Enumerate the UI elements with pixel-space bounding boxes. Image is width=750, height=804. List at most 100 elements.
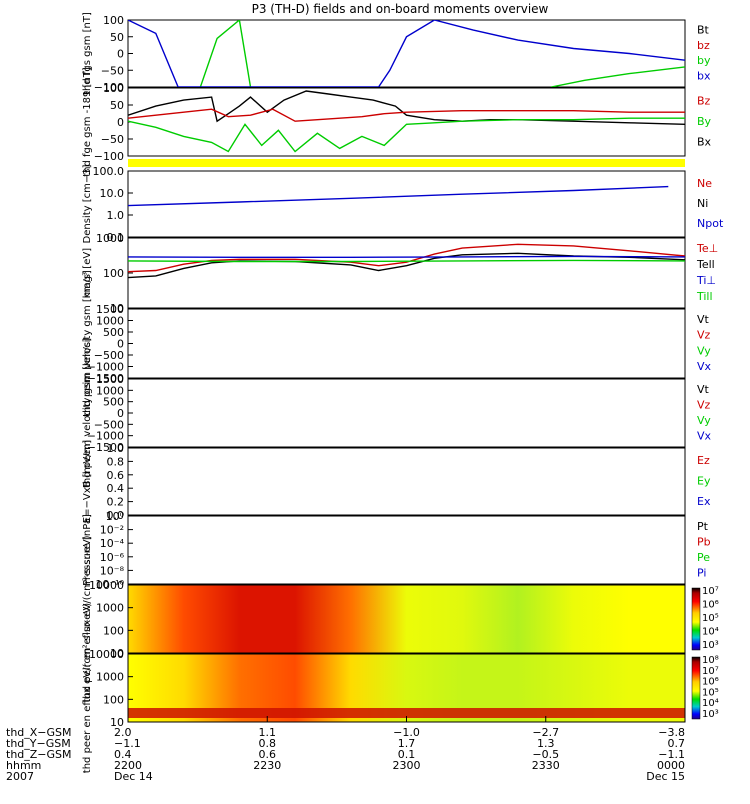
series-line-by [199, 20, 252, 87]
y-tick-label: −1500 [87, 441, 124, 454]
y-axis-label: thd fge gsm -189 [nT] [82, 67, 93, 177]
colorbar-tick-label: 10³ [702, 709, 719, 720]
y-axis-label: E=−VxB [mV/m] [82, 440, 93, 523]
y-tick-label: 50 [110, 99, 124, 112]
y-tick-label: 500 [103, 396, 124, 409]
y-tick-label: 0.1 [107, 231, 125, 244]
y-tick-label: 1.0 [107, 209, 125, 222]
legend-entry: Vt [697, 313, 710, 326]
y-tick-label: 1500 [96, 373, 124, 386]
legend-entry: Pb [697, 535, 711, 548]
legend-entry: Vy [697, 344, 711, 357]
y-tick-label: 0 [117, 407, 124, 420]
y-tick-label: 10 [110, 647, 124, 660]
panel-frame [127, 308, 686, 379]
x-row-value: Dec 14 [114, 770, 153, 783]
y-tick-label: 100 [103, 693, 124, 706]
legend-entry: Vy [697, 414, 711, 427]
colorbar-tick-label: 10⁸ [702, 655, 719, 666]
y-tick-label: 0.8 [107, 455, 125, 468]
y-tick-label: 10⁻¹⁰ [95, 578, 124, 591]
legend-entry: Vx [697, 360, 712, 373]
y-tick-label: 1.0 [107, 442, 125, 455]
legend-entry: Ez [697, 454, 710, 467]
y-tick-label: −1000 [87, 361, 124, 374]
x-row-value: −1.1 [114, 737, 141, 750]
legend-entry: Ex [697, 495, 711, 508]
y-tick-label: 1000 [96, 315, 124, 328]
y-tick-label: 100 [103, 624, 124, 637]
legend-entry: Vz [697, 329, 711, 342]
legend-entry: Till [696, 290, 713, 303]
colorbar [691, 587, 701, 651]
y-tick-label: 10000 [89, 579, 124, 592]
y-axis-label: Pressure [nPa] [82, 514, 93, 586]
panel-frame [127, 447, 686, 516]
y-tick-label: 10000 [89, 648, 124, 661]
plot-title: P3 (TH-D) fields and on-board moments ov… [252, 2, 549, 16]
colorbar-tick-label: 10⁶ [702, 677, 719, 688]
x-row-value: 2300 [393, 759, 421, 772]
x-row-label: hhmm [6, 759, 41, 772]
y-axis-label: thd peim velocity gsm [km/s] [82, 270, 93, 417]
x-row-value: −1.1 [658, 748, 685, 761]
panel-frame [127, 515, 686, 585]
y-tick-label: 500 [103, 326, 124, 339]
panel-3: 100.0 10.0 1.0 0.1 Density [cm−3] Ne Ni Npot [82, 164, 724, 244]
series-line-Tell [128, 252, 685, 279]
y-tick-label: −1500 [87, 372, 124, 385]
y-tick-label: 100.0 [93, 165, 125, 178]
legend-entry: Bt [697, 24, 710, 37]
y-tick-label: 0.2 [107, 496, 125, 509]
x-row-value: 2200 [114, 759, 142, 772]
x-row-value: 1.1 [259, 726, 277, 739]
y-tick-label: −100 [94, 81, 124, 94]
y-tick-label: −100 [94, 150, 124, 163]
legend-entry: By [697, 115, 712, 128]
legend-entry: Te⊥ [696, 242, 718, 255]
series-line-Ti⊥ [128, 255, 685, 258]
y-tick-label: 1000 [96, 602, 124, 615]
legend-entry: bx [697, 69, 711, 82]
y-tick-label: 50 [110, 31, 124, 44]
y-tick-label: −1000 [87, 430, 124, 443]
x-row-value: 2230 [253, 759, 281, 772]
y-axis-label: thd peem velocity gsm [km/s] [82, 338, 93, 488]
x-row-value: 0.1 [398, 748, 416, 761]
y-tick-label: 0.4 [107, 482, 125, 495]
x-row-value: −2.7 [532, 726, 559, 739]
y-tick-label: 10⁻⁸ [100, 564, 125, 577]
x-row-label: 2007 [6, 770, 34, 783]
x-row-value: 0.6 [259, 748, 277, 761]
legend-entry: Pe [697, 551, 710, 564]
y-tick-label: 1000 [96, 671, 124, 684]
y-axis-label: thd peer en eflux eV/(cm²-s-sr-eV) [82, 603, 93, 774]
y-tick-label: 0 [117, 116, 124, 129]
series-line-Npot [128, 185, 669, 207]
y-tick-label: 0 [117, 338, 124, 351]
x-row-value: 0.7 [668, 737, 686, 750]
x-row-value: 1.3 [537, 737, 555, 750]
y-tick-label: 100 [103, 82, 124, 95]
x-row-value: 0.8 [259, 737, 277, 750]
series-line-bx [128, 20, 685, 87]
legend-entry: Tell [696, 258, 715, 271]
y-tick-label: 0.6 [107, 469, 125, 482]
y-tick-label: 1000 [96, 384, 124, 397]
heatmap-low-energy-band [128, 708, 685, 718]
series-line-Bz [128, 108, 685, 122]
legend-entry: Bx [697, 136, 712, 149]
y-tick-label: 10⁻⁶ [100, 551, 125, 564]
x-row-value: −0.5 [532, 748, 559, 761]
y-tick-label: −500 [94, 349, 124, 362]
x-axis-labels: thd_X−GSM 2.0 1.1 −1.0 −2.7 −3.8 thd_Y−GSM −1.1… [6, 716, 686, 783]
y-axis-label: thd fgs gsm [nT] [82, 12, 93, 95]
legend-entry: Npot [697, 217, 724, 230]
